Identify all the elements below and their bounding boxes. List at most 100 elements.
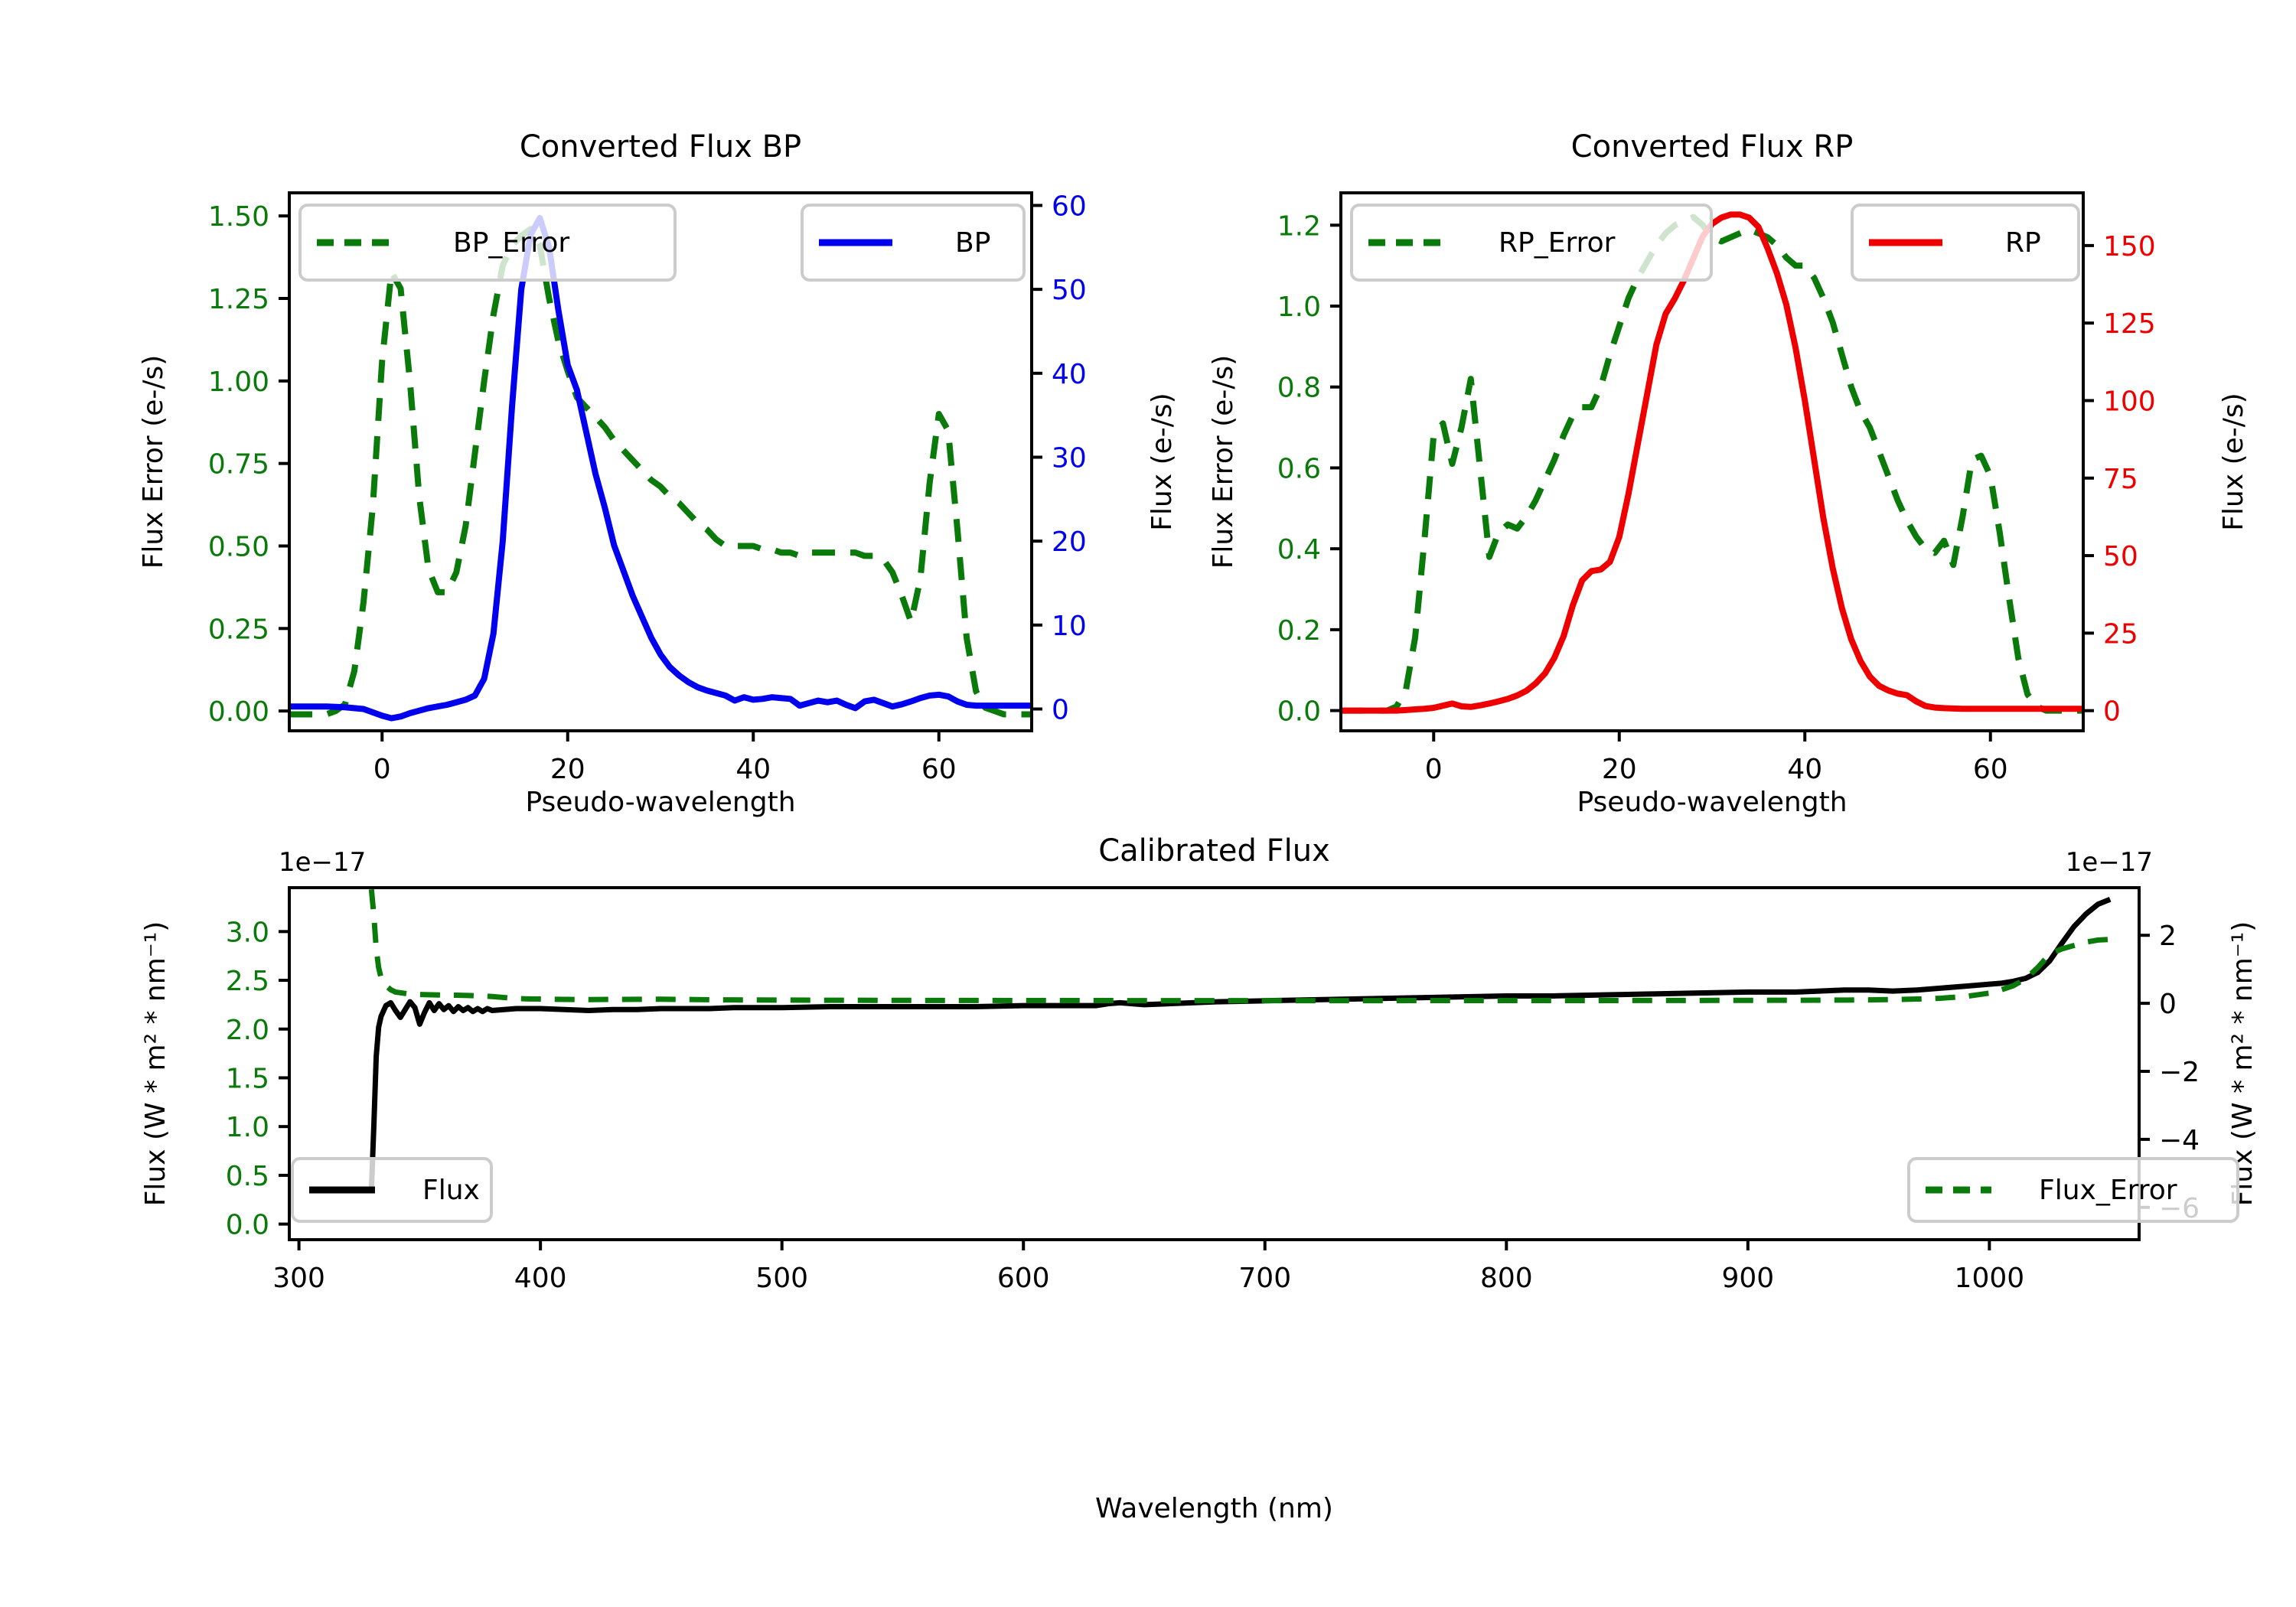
left-y-tick-label: 0.50 (208, 531, 269, 562)
left-y-tick-label: 0.8 (1277, 373, 1321, 404)
x-tick-label: 40 (1787, 754, 1822, 785)
right-y-axis: −6 −4 −2 0 2 (2139, 921, 2200, 1224)
x-tick-label: 40 (735, 754, 771, 785)
x-axis-label: Pseudo-wavelength (525, 787, 795, 818)
right-y-tick-label: 75 (2103, 464, 2138, 495)
x-tick-label: 1000 (1955, 1263, 2025, 1294)
left-y-tick-label: 0.0 (1277, 696, 1321, 728)
series-line-flux_error (368, 888, 2111, 1004)
right-y-tick-label: 0 (2159, 989, 2177, 1020)
x-axis-label: Wavelength (nm) (1095, 1493, 1333, 1524)
left-y-axis: 0.00 0.25 0.50 0.75 1.00 1.25 1.50 (208, 201, 289, 728)
right-y-tick-label: 100 (2103, 386, 2156, 417)
right-axis-offset-label: 1e−17 (2066, 847, 2153, 878)
legend-label: BP (955, 227, 990, 259)
right-y-axis-label: Flux (W * m² * nm⁻¹) (2227, 921, 2258, 1207)
series-line-bp (289, 214, 1032, 722)
legend-bp[interactable]: BP (801, 204, 1026, 282)
legend-box (801, 204, 1026, 282)
x-axis-label: Pseudo-wavelength (1577, 787, 1847, 818)
series-line-flux (368, 897, 2112, 1191)
axes-frame (288, 886, 2141, 1241)
right-y-tick-label: 30 (1052, 442, 1087, 474)
right-y-tick-label: 60 (1052, 191, 1087, 222)
right-y-tick-label: 25 (2103, 618, 2138, 650)
right-y-tick-label: 125 (2103, 308, 2156, 340)
chart-title: Converted Flux BP (520, 129, 801, 165)
x-tick-label: 700 (1238, 1263, 1291, 1294)
series-line-rp_error (1341, 214, 2083, 714)
right-y-tick-label: 2 (2159, 921, 2177, 952)
legend-label: RP (2005, 227, 2041, 259)
left-y-axis: 0.0 0.2 0.4 0.6 0.8 1.0 1.2 (1277, 210, 1341, 728)
x-tick-label: 400 (514, 1263, 567, 1294)
left-y-tick-label: 0.00 (208, 696, 269, 728)
legend-box (1907, 1157, 2239, 1223)
legend-box (291, 1157, 493, 1223)
legend-bp_error[interactable]: BP_Error (298, 204, 677, 282)
left-y-tick-label: 0.25 (208, 614, 269, 645)
legend-box (1350, 204, 1713, 282)
left-y-tick-label: 3.0 (226, 917, 269, 948)
legend-flux[interactable]: Flux (291, 1157, 493, 1223)
left-y-tick-label: 0.6 (1277, 453, 1321, 484)
legend-label: BP_Error (453, 227, 569, 259)
right-y-axis: 0 25 50 75 100 125 150 (2083, 231, 2156, 728)
x-tick-label: 60 (1973, 754, 2008, 785)
legend-flux_error[interactable]: Flux_Error (1907, 1157, 2239, 1223)
left-y-axis-label: Flux Error (e-/s) (138, 355, 169, 569)
right-y-tick-label: 20 (1052, 526, 1087, 558)
axes-frame (1339, 191, 2085, 732)
legend-label: Flux (422, 1175, 480, 1206)
right-y-tick-label: −6 (2159, 1193, 2200, 1224)
left-y-tick-label: 0.0 (226, 1210, 269, 1241)
left-y-tick-label: 2.5 (226, 966, 269, 997)
legend-rp_error[interactable]: RP_Error (1350, 204, 1713, 282)
x-axis: 0 20 40 60 (1425, 731, 2008, 785)
right-y-tick-label: 10 (1052, 611, 1087, 642)
right-y-tick-label: 50 (1052, 275, 1087, 306)
x-tick-label: 600 (997, 1263, 1050, 1294)
legend-box (298, 204, 677, 282)
chart-title: Converted Flux RP (1571, 129, 1854, 165)
right-y-axis-label: Flux (e-/s) (2218, 393, 2249, 530)
left-y-tick-label: 1.00 (208, 367, 269, 398)
x-axis: 300 400 500 600 700 800 900 1000 (272, 1240, 2024, 1294)
left-y-axis-label: Flux Error (e-/s) (1208, 355, 1239, 569)
left-y-tick-label: 1.2 (1277, 210, 1321, 242)
left-y-axis: 0.0 0.5 1.0 1.5 2.0 2.5 3.0 (226, 917, 289, 1241)
x-tick-label: 500 (755, 1263, 808, 1294)
left-axis-offset-label: 1e−17 (279, 847, 366, 878)
x-tick-label: 0 (1425, 754, 1443, 785)
left-y-tick-label: 1.0 (226, 1112, 269, 1143)
legend-label: RP_Error (1499, 227, 1616, 259)
series-line-rp (1341, 211, 2083, 714)
right-y-tick-label: 0 (1052, 694, 1069, 725)
left-y-tick-label: 1.50 (208, 201, 269, 233)
axes-frame (288, 191, 1033, 732)
legend-box (1851, 204, 2080, 282)
left-y-tick-label: 1.0 (1277, 292, 1321, 323)
left-y-tick-label: 0.4 (1277, 534, 1321, 566)
left-y-tick-label: 0.5 (226, 1161, 269, 1192)
left-y-tick-label: 1.25 (208, 284, 269, 315)
left-y-axis-label: Flux (W * m² * nm⁻¹) (140, 921, 171, 1207)
x-tick-label: 60 (921, 754, 957, 785)
x-tick-label: 0 (373, 754, 391, 785)
right-y-tick-label: 40 (1052, 359, 1087, 390)
right-y-tick-label: −2 (2159, 1057, 2200, 1088)
x-tick-label: 20 (1602, 754, 1637, 785)
legend-rp[interactable]: RP (1851, 204, 2080, 282)
left-y-tick-label: 0.2 (1277, 615, 1321, 647)
legend-label: Flux_Error (2039, 1175, 2177, 1206)
right-y-tick-label: 50 (2103, 541, 2138, 572)
left-y-tick-label: 0.75 (208, 449, 269, 481)
chart-title: Calibrated Flux (1098, 833, 1330, 869)
right-y-axis-label: Flux (e-/s) (1146, 393, 1178, 530)
left-y-tick-label: 1.5 (226, 1063, 269, 1094)
x-axis: 0 20 40 60 (373, 731, 957, 785)
